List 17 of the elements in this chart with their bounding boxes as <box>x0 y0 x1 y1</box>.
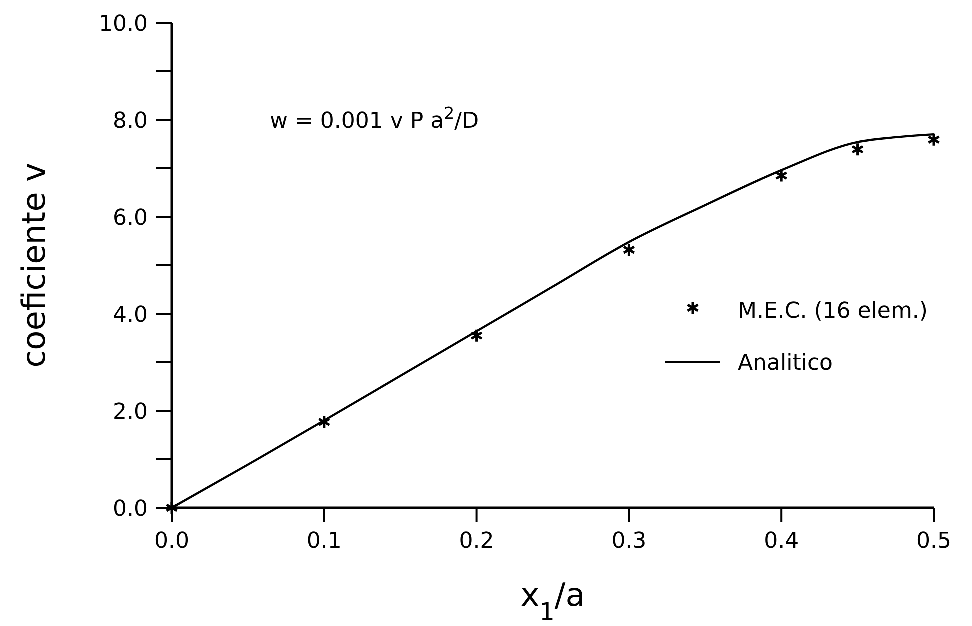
x-tick-label: 0.3 <box>612 529 647 554</box>
x-tick-label: 0.2 <box>459 529 494 554</box>
legend-label: Analitico <box>738 351 833 376</box>
y-tick-label: 0.0 <box>113 497 148 522</box>
y-tick-label: 8.0 <box>113 109 148 134</box>
x-tick-label: 0.5 <box>916 529 952 554</box>
y-tick-label: 4.0 <box>113 303 148 328</box>
y-tick-label: 10.0 <box>99 12 148 37</box>
x-tick-label: 0.4 <box>764 529 800 554</box>
annotation: w = 0.001 v P a$^{2}$/D <box>270 104 480 134</box>
y-tick-label: 6.0 <box>113 206 148 231</box>
x-tick-label: 0.0 <box>154 529 190 554</box>
legend-label: M.E.C. (16 elem.) <box>738 299 928 324</box>
x-axis-title: x$_{1}$/a <box>520 576 586 626</box>
y-axis-title: coeficiente v <box>15 163 53 368</box>
x-tick-label: 0.1 <box>306 529 342 554</box>
y-tick-label: 2.0 <box>113 400 148 425</box>
